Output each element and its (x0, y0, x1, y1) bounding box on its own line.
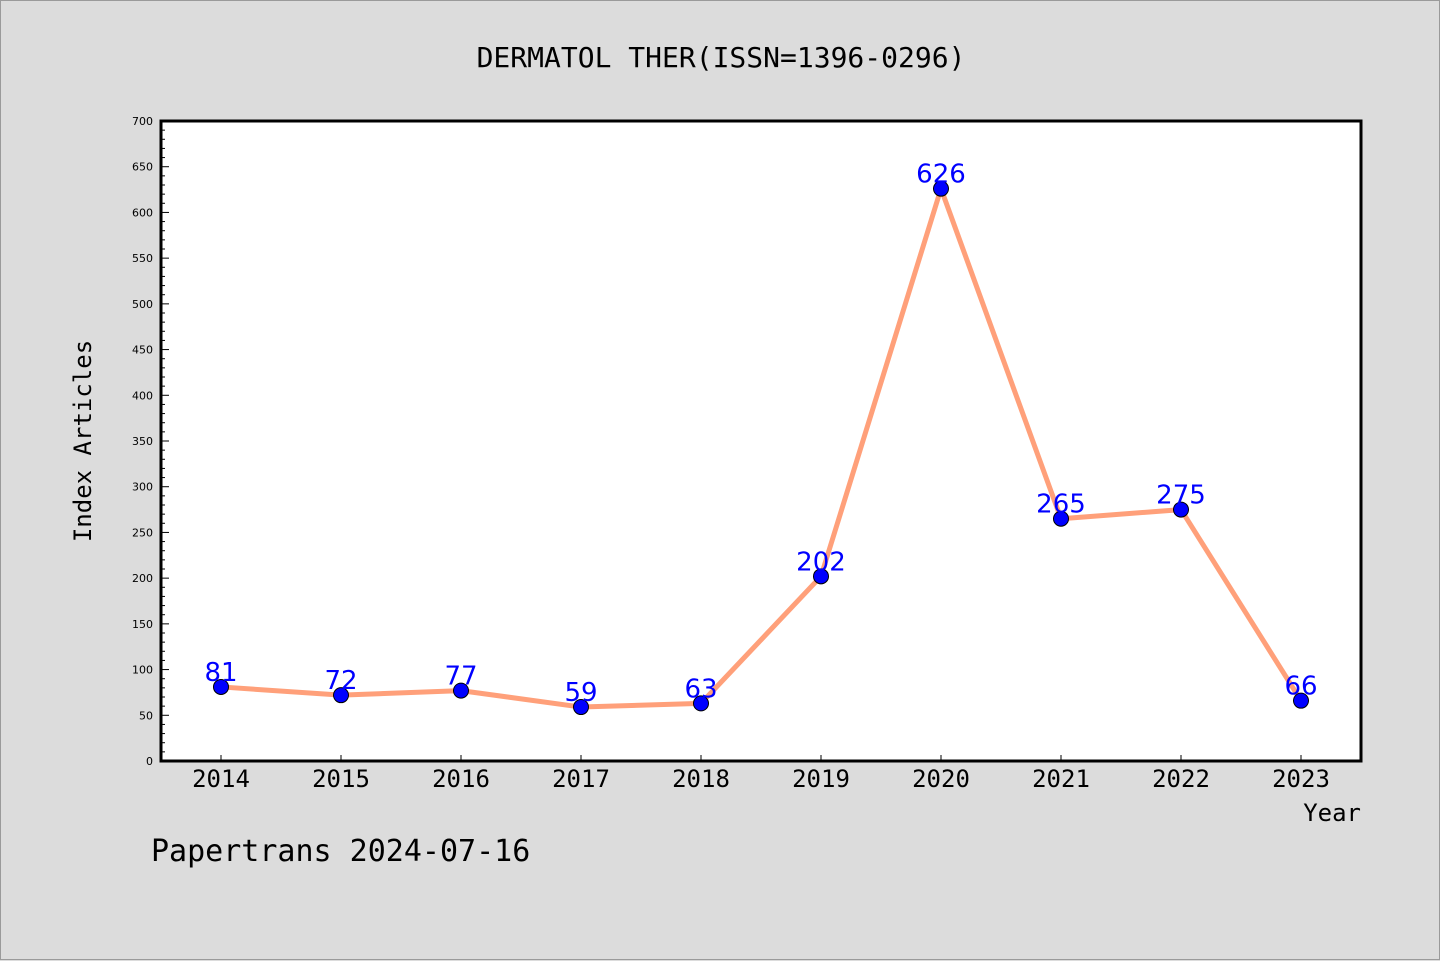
data-label: 72 (324, 666, 357, 696)
y-tick-label: 350 (132, 435, 153, 448)
data-label: 265 (1036, 490, 1086, 520)
y-tick-label: 550 (132, 252, 153, 265)
data-label: 59 (564, 678, 597, 708)
y-tick-label: 100 (132, 664, 153, 677)
data-point (1053, 510, 1069, 527)
series-line (218, 186, 1304, 710)
data-label: 626 (916, 160, 966, 190)
x-tick-label: 2021 (1032, 765, 1090, 793)
data-label: 77 (444, 662, 477, 692)
y-tick-label: 200 (132, 572, 153, 585)
x-tick-label: 2017 (552, 765, 610, 793)
data-label: 63 (684, 674, 717, 704)
y-tick-label: 450 (132, 344, 153, 357)
y-tick-label: 150 (132, 618, 153, 631)
plot-frame (159, 119, 1363, 763)
data-labels: 81 72 77 59 63 202 626 265 275 66 (204, 160, 1317, 708)
data-point (1293, 692, 1309, 709)
y-tick-label: 50 (139, 709, 153, 722)
x-tick-label: 2018 (672, 765, 730, 793)
data-point (213, 678, 229, 695)
data-point (933, 180, 949, 197)
x-tick-label: 2019 (792, 765, 850, 793)
data-point (813, 568, 829, 585)
chart-title: DERMATOL THER(ISSN=1396-0296) (477, 41, 966, 74)
y-tick-label: 250 (132, 526, 153, 539)
data-point (453, 682, 469, 699)
y-tick-label: 500 (132, 298, 153, 311)
y-tick-label: 400 (132, 389, 153, 402)
data-label: 66 (1284, 672, 1317, 702)
y-axis-tick-labels: 0 50 100 150 200 250 300 350 400 450 500 550 600 650 7… (132, 115, 153, 768)
data-point-markers (213, 180, 1309, 716)
y-tick-label: 650 (132, 161, 153, 174)
x-tick-label: 2023 (1272, 765, 1330, 793)
data-point (693, 695, 709, 712)
plot-area (161, 121, 1361, 761)
y-tick-label: 700 (132, 115, 153, 128)
data-point (573, 699, 589, 716)
y-tick-label: 0 (146, 755, 153, 768)
data-point (1173, 501, 1189, 518)
x-tick-label: 2014 (192, 765, 250, 793)
x-axis-label: Year (1303, 799, 1361, 827)
data-point (333, 687, 349, 704)
x-axis-tick-labels: 2014 2015 2016 2017 2018 2019 2020 2021 2022 2023 (192, 765, 1330, 793)
y-tick-label: 600 (132, 206, 153, 219)
data-label: 202 (796, 547, 846, 577)
data-label: 81 (204, 658, 237, 688)
y-tick-label: 300 (132, 481, 153, 494)
data-label: 275 (1156, 481, 1206, 511)
y-axis-label: Index Articles (69, 340, 97, 542)
x-tick-label: 2015 (312, 765, 370, 793)
x-tick-label: 2020 (912, 765, 970, 793)
x-tick-label: 2022 (1152, 765, 1210, 793)
footer-note: Papertrans 2024-07-16 (151, 834, 531, 869)
x-tick-label: 2016 (432, 765, 490, 793)
